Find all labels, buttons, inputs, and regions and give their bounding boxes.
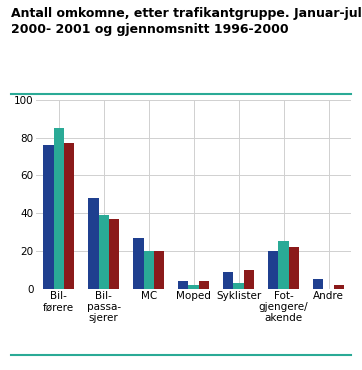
Bar <box>199 281 209 289</box>
Bar <box>109 219 119 289</box>
Bar <box>244 270 254 289</box>
Bar <box>178 281 189 289</box>
Bar <box>88 198 98 289</box>
Bar <box>313 279 324 289</box>
Bar <box>98 215 109 289</box>
Bar <box>268 251 278 289</box>
Bar <box>43 145 54 289</box>
Bar <box>133 238 143 289</box>
Text: Antall omkomne, etter trafikantgruppe. Januar-juli
2000- 2001 og gjennomsnitt 19: Antall omkomne, etter trafikantgruppe. J… <box>11 7 362 36</box>
Bar <box>64 143 74 289</box>
Bar <box>154 251 164 289</box>
Bar <box>289 247 299 289</box>
Bar <box>54 128 64 289</box>
Bar <box>334 285 344 289</box>
Bar <box>143 251 154 289</box>
Bar <box>278 242 289 289</box>
Bar <box>233 283 244 289</box>
Bar <box>189 285 199 289</box>
Bar <box>223 272 233 289</box>
